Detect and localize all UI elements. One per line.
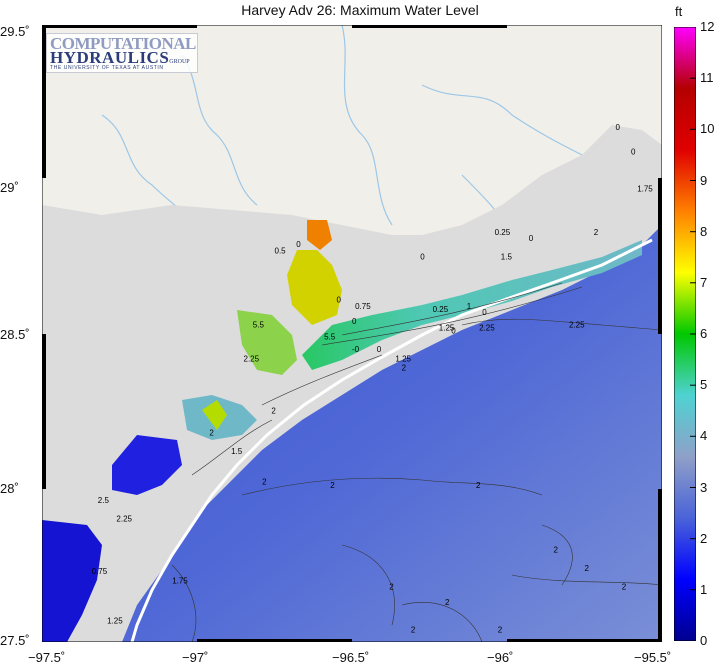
contour-lines xyxy=(171,282,662,642)
contour-label: 0 xyxy=(352,317,357,326)
contour-label: 0.25 xyxy=(433,305,449,314)
colorbar-tick-label: 0 xyxy=(700,633,708,648)
contour-label: 2 xyxy=(330,481,335,490)
san-antonio-bay xyxy=(237,310,297,375)
contour-label: 2 xyxy=(498,626,503,635)
logo-line2-text: HYDRAULICS xyxy=(50,48,170,67)
laguna-madre xyxy=(42,520,102,642)
contour-label: 0 xyxy=(420,253,425,262)
contour-label: 1 xyxy=(467,302,472,311)
lon-tick-label: −97˚ xyxy=(182,650,209,665)
contour-label: 1.75 xyxy=(172,576,188,585)
contour-label: 5.5 xyxy=(253,320,265,329)
contour-label: 1.25 xyxy=(439,323,455,332)
contour-label: 0 xyxy=(451,327,456,336)
contour-label: 1.5 xyxy=(501,253,513,262)
contour-label: 0.5 xyxy=(275,246,287,255)
lavaca-bay xyxy=(287,250,342,325)
contour-label: 2 xyxy=(476,481,481,490)
contour-label: 2 xyxy=(262,478,267,487)
colorbar-tick-label: 8 xyxy=(700,223,708,239)
contour-label: 1.5 xyxy=(231,447,243,456)
contour-label: 2.25 xyxy=(569,320,585,329)
contour-label: 2.25 xyxy=(116,515,132,524)
logo-line3: THE UNIVERSITY OF TEXAS AT AUSTIN xyxy=(50,65,164,71)
colorbar xyxy=(674,27,696,641)
contour-label: 2 xyxy=(585,564,590,573)
contour-label: 2.5 xyxy=(98,496,110,505)
contour-label: 0 xyxy=(482,308,487,317)
logo-line1: COMPUTATIONAL xyxy=(50,34,196,53)
contour-label: 2.25 xyxy=(479,323,495,332)
colorbar-unit: ft xyxy=(675,4,683,19)
lat-tick-label: 29˚ xyxy=(0,180,19,195)
lon-tick-label: −96.5˚ xyxy=(332,650,370,665)
contour-label: 2 xyxy=(622,583,627,592)
lat-tick-label: 28˚ xyxy=(0,481,19,496)
contour-label: 0.75 xyxy=(92,567,108,576)
colorbar-tick-label: 9 xyxy=(700,172,708,188)
contour-label: 0 xyxy=(377,345,382,354)
contour-label: 2 xyxy=(271,407,276,416)
copano-bay xyxy=(202,400,227,430)
barrier-island xyxy=(130,238,653,642)
rivers xyxy=(61,25,603,316)
gulf-water xyxy=(122,225,662,642)
contour-label: 0.25 xyxy=(495,228,511,237)
contour-label: 0 xyxy=(616,123,621,132)
contour-label: 0.75 xyxy=(355,302,371,311)
contour-label: 5.5 xyxy=(324,333,336,342)
colorbar-tick-label: 7 xyxy=(700,274,708,290)
lon-tick-label: −95.5˚ xyxy=(634,650,672,665)
contour-label: 0 xyxy=(296,240,301,249)
lat-tick-label: 29.5˚ xyxy=(0,24,30,39)
contour-label: 2 xyxy=(411,626,416,635)
colorbar-tick-label: 3 xyxy=(700,479,708,495)
logo-line2: HYDRAULICSGROUP xyxy=(50,48,190,68)
contour-label: 0 xyxy=(631,148,636,157)
contour-label: 2 xyxy=(209,428,214,437)
map-title: Harvey Adv 26: Maximum Water Level xyxy=(241,2,479,18)
colorbar-tick-label: 5 xyxy=(700,377,708,393)
contour-label: 2 xyxy=(554,546,559,555)
contour-label: 2.25 xyxy=(244,354,260,363)
colorbar-tick-label: 1 xyxy=(700,581,708,597)
contour-label: 2 xyxy=(445,598,450,607)
matagorda-bay xyxy=(302,240,642,370)
colorbar-tick-label: 6 xyxy=(700,326,708,341)
corpus-christi-bay xyxy=(112,435,182,495)
contour-label: 2 xyxy=(389,583,394,592)
colorbar-tick-label: 2 xyxy=(700,530,708,546)
contour-label: 2 xyxy=(402,364,407,373)
lon-tick-label: −96˚ xyxy=(487,650,514,665)
contour-label: -0 xyxy=(352,345,360,354)
contour-label: 2 xyxy=(594,228,599,237)
frame-border-bars xyxy=(42,25,662,642)
lat-tick-label: 27.5˚ xyxy=(0,633,30,648)
lon-tick-label: −97.5˚ xyxy=(28,650,66,665)
colorbar-tick-label: 4 xyxy=(700,428,708,444)
contour-label: 1.75 xyxy=(637,185,653,194)
colorbar-tick-label: 10 xyxy=(700,121,715,137)
colorbar-tick-label: 12 xyxy=(700,19,715,34)
chg-logo: COMPUTATIONAL HYDRAULICSGROUP THE UNIVER… xyxy=(46,33,198,73)
upper-bay-high xyxy=(307,220,332,250)
contour-label: 1.25 xyxy=(395,354,411,363)
lat-tick-label: 28.5˚ xyxy=(0,327,30,342)
contour-label: 0 xyxy=(337,296,342,305)
contour-label: 1.25 xyxy=(107,617,123,626)
logo-group: GROUP xyxy=(169,59,190,65)
contour-label: 0 xyxy=(529,234,534,243)
colorbar-tick-label: 11 xyxy=(700,70,714,86)
